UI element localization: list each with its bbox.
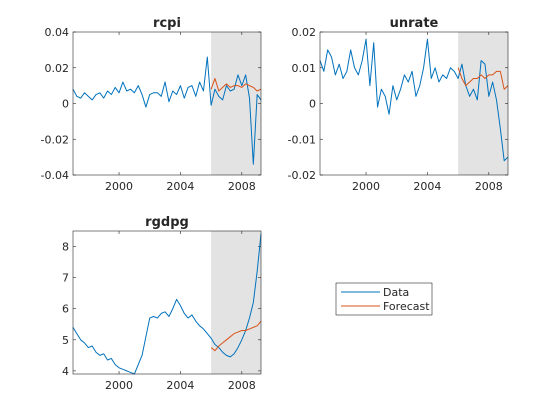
y-tick-label: 5 [62,334,69,347]
y-tick-label: 0.01 [292,62,317,75]
x-tick-label: 2000 [352,180,380,193]
x-tick-label: 2008 [475,180,503,193]
y-tick-label: -0.02 [288,169,316,182]
legend-box [335,282,433,316]
forecast-line [457,67,509,90]
y-tick-label: 0 [62,98,69,111]
data-line [72,234,262,375]
y-tick-label: 6 [62,303,69,316]
data-line [72,56,262,165]
legend-forecast-label: Forecast [383,300,430,313]
y-tick-label: 0 [309,98,316,111]
rcpi-subplot: 2000 2004 2008 -0.04 -0.02 0 0.02 0.04 rcpi [41,16,262,193]
y-tick-label: 0.02 [292,26,317,39]
x-tick-label: 2004 [413,180,441,193]
forecast-line [210,320,262,352]
legend: Data Forecast [335,282,433,316]
y-tick-label: 7 [62,272,69,285]
legend-data-label: Data [383,286,409,299]
y-tick-label: -0.04 [41,169,69,182]
subplot-title: rgdpg [145,215,189,230]
x-tick-labels: 2000 2004 2008 [352,180,503,193]
y-tick-label: 0.02 [45,62,70,75]
y-tick-label: 0.04 [45,26,70,39]
y-tick-label: 4 [62,365,69,378]
axes-box [72,230,262,375]
subplot-title: rcpi [153,16,181,31]
y-tick-label: -0.01 [288,133,316,146]
y-tick-labels: -0.02 -0.01 0 0.01 0.02 [288,26,316,182]
forecast-region-shade [458,32,508,175]
rgdpg-subplot: 2000 2004 2008 4 5 6 7 8 rgdpg [62,215,262,392]
x-tick-labels: 2000 2004 2008 [105,180,256,193]
x-tick-label: 2008 [228,180,256,193]
y-tick-label: -0.02 [41,133,69,146]
unrate-subplot: 2000 2004 2008 -0.02 -0.01 0 0.01 0.02 unrate [288,16,509,193]
data-line [319,38,509,162]
x-tick-label: 2004 [166,180,194,193]
x-tick-label: 2004 [166,379,194,392]
x-tick-labels: 2000 2004 2008 [105,379,256,392]
forecast-line [210,77,262,92]
x-tick-label: 2000 [105,379,133,392]
axes-box [319,31,509,176]
x-tick-label: 2008 [228,379,256,392]
y-tick-label: 8 [62,241,69,254]
y-tick-labels: -0.04 -0.02 0 0.02 0.04 [41,26,69,182]
subplot-title: unrate [390,16,439,31]
x-tick-label: 2000 [105,180,133,193]
axes-box [72,31,262,176]
y-tick-labels: 4 5 6 7 8 [62,241,69,378]
